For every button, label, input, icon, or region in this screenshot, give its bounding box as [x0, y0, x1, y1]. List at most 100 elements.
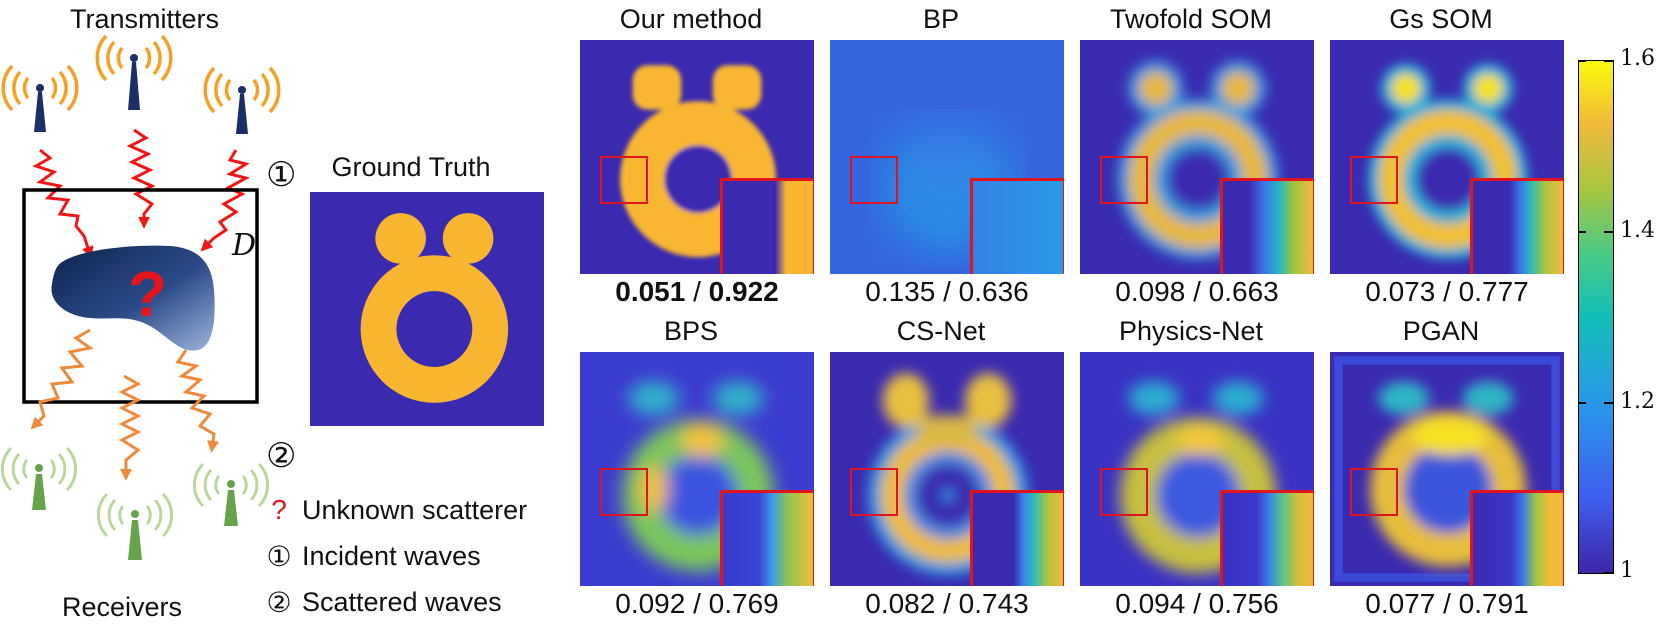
metric-csnet-b: 0.743 — [958, 588, 1029, 619]
method-title-our: Our method — [619, 4, 763, 34]
inset-box-gs — [1350, 156, 1398, 204]
inset-box-bps — [600, 468, 648, 516]
receivers-label: Receivers — [62, 592, 183, 622]
metric-physicsnet-b: 0.756 — [1208, 588, 1279, 619]
inset-zoom-gs — [1470, 178, 1564, 274]
scattered-waves — [30, 328, 219, 481]
method-title-bp: BP — [922, 4, 960, 34]
method-image-our — [580, 40, 814, 274]
metric-bps: 0.092 / 0.769 — [567, 588, 827, 620]
inset-box-pgan — [1350, 468, 1398, 516]
incident-waves — [32, 128, 251, 259]
metric-gs-sep: / — [1435, 276, 1459, 307]
colorbar-tick-1.2: 1.2 — [1620, 389, 1655, 414]
metric-bp-a: 0.135 — [865, 276, 936, 307]
inset-zoom-pgan — [1470, 490, 1564, 586]
legend-item-scattered: ② Scattered waves — [266, 586, 502, 619]
colorbar-tick-1.4: 1.4 — [1620, 218, 1655, 243]
inset-zoom-bps — [720, 490, 814, 586]
scenario-diagram — [0, 34, 281, 560]
scattered-marker: ② — [266, 437, 297, 475]
method-title-twofold: Twofold SOM — [1109, 4, 1273, 34]
receiver-antenna-middle — [96, 492, 174, 560]
colorbar-tickmark-1 — [1604, 572, 1613, 574]
method-image-pgan — [1330, 352, 1564, 586]
metric-pgan-a: 0.077 — [1365, 588, 1436, 619]
ground-truth-title: Ground Truth — [331, 152, 491, 182]
legend-symbol-scattered: ② — [266, 587, 292, 618]
metric-csnet-sep: / — [935, 588, 959, 619]
inset-box-csnet — [850, 468, 898, 516]
metric-physicsnet-sep: / — [1185, 588, 1209, 619]
method-title-csnet: CS-Net — [896, 316, 986, 346]
colorbar-ticklft-1.6 — [1579, 60, 1586, 62]
colorbar-ticklft-1.4 — [1579, 231, 1586, 233]
legend-symbol-unknown: ? — [271, 494, 287, 525]
colorbar-tickmark-1.4 — [1604, 231, 1613, 233]
metric-gs-b: 0.777 — [1458, 276, 1529, 307]
inset-box-bp — [850, 156, 898, 204]
legend-symbol-incident: ① — [266, 541, 292, 572]
transmitter-antenna-middle — [95, 34, 173, 110]
metric-gs-a: 0.073 — [1365, 276, 1436, 307]
metric-pgan: 0.077 / 0.791 — [1317, 588, 1577, 620]
metric-twofold-b: 0.663 — [1208, 276, 1279, 307]
metric-bp-sep: / — [935, 276, 959, 307]
colorbar — [1578, 60, 1614, 574]
colorbar-tick-1: 1 — [1620, 558, 1634, 583]
colorbar-tick-1.6: 1.6 — [1620, 46, 1655, 71]
legend-text-scattered: Scattered waves — [302, 587, 502, 617]
method-image-physicsnet — [1080, 352, 1314, 586]
inset-zoom-physicsnet — [1220, 490, 1314, 586]
transmitter-antenna-right — [203, 66, 281, 134]
metric-our-sep: / — [685, 276, 709, 307]
method-title-physicsnet: Physics-Net — [1118, 316, 1264, 346]
method-title-bps: BPS — [663, 316, 719, 346]
metric-our: 0.051 / 0.922 — [567, 276, 827, 308]
metric-pgan-sep: / — [1435, 588, 1459, 619]
metric-bp-b: 0.636 — [958, 276, 1029, 307]
metric-twofold: 0.098 / 0.663 — [1067, 276, 1327, 308]
receiver-antenna-left — [0, 446, 78, 510]
inset-box-physicsnet — [1100, 468, 1148, 516]
inset-box-our — [600, 156, 648, 204]
ground-truth-image — [310, 192, 544, 426]
incident-marker: ① — [266, 156, 297, 194]
metric-our-a: 0.051 — [615, 276, 686, 307]
metric-physicsnet-a: 0.094 — [1115, 588, 1186, 619]
domain-symbol: D — [232, 228, 257, 263]
method-image-csnet — [830, 352, 1064, 586]
metric-csnet-a: 0.082 — [865, 588, 936, 619]
colorbar-tickmark-1.6 — [1604, 60, 1613, 62]
method-title-pgan: PGAN — [1402, 316, 1480, 346]
inset-zoom-csnet — [970, 490, 1064, 586]
inset-box-twofold — [1100, 156, 1148, 204]
method-title-gs: Gs SOM — [1389, 4, 1493, 34]
metric-bps-sep: / — [685, 588, 709, 619]
metric-csnet: 0.082 / 0.743 — [817, 588, 1077, 620]
metric-gs: 0.073 / 0.777 — [1317, 276, 1577, 308]
colorbar-ticklft-1.2 — [1579, 402, 1586, 404]
method-image-bp — [830, 40, 1064, 274]
transmitter-antenna-left — [1, 64, 79, 132]
legend-item-incident: ① Incident waves — [266, 540, 481, 573]
metric-bp: 0.135 / 0.636 — [817, 276, 1077, 308]
legend-item-unknown: ? Unknown scatterer — [266, 494, 527, 526]
domain-box — [22, 188, 259, 404]
metric-twofold-sep: / — [1185, 276, 1209, 307]
transmitters-label: Transmitters — [70, 4, 220, 34]
method-image-bps — [580, 352, 814, 586]
receiver-antenna-right — [192, 462, 270, 526]
colorbar-tickmark-1.2 — [1604, 402, 1613, 404]
metric-twofold-a: 0.098 — [1115, 276, 1186, 307]
method-image-twofold — [1080, 40, 1314, 274]
metric-bps-a: 0.092 — [615, 588, 686, 619]
method-image-gs — [1330, 40, 1564, 274]
inset-zoom-our — [720, 178, 814, 274]
unknown-scatterer-symbol: ? — [128, 258, 168, 330]
legend-text-incident: Incident waves — [302, 541, 481, 571]
metric-our-b: 0.922 — [708, 276, 779, 307]
legend-text-unknown: Unknown scatterer — [302, 494, 528, 525]
metric-pgan-b: 0.791 — [1458, 588, 1529, 619]
metric-physicsnet: 0.094 / 0.756 — [1067, 588, 1327, 620]
